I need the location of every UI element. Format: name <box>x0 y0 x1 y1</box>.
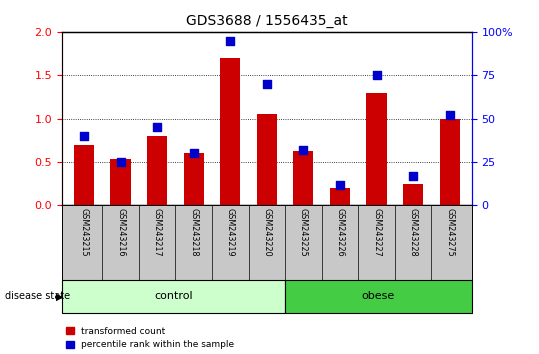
Text: disease state: disease state <box>5 291 71 302</box>
Text: GSM243215: GSM243215 <box>79 207 88 256</box>
Bar <box>293 151 314 205</box>
Text: GSM243275: GSM243275 <box>445 207 454 256</box>
Bar <box>367 93 386 205</box>
Text: GSM243227: GSM243227 <box>372 207 381 256</box>
Text: ▶: ▶ <box>56 291 64 302</box>
Text: GSM243220: GSM243220 <box>262 207 271 256</box>
Bar <box>147 136 167 205</box>
Text: GSM243218: GSM243218 <box>189 207 198 256</box>
Point <box>153 124 161 130</box>
Point <box>372 73 381 78</box>
Point <box>226 38 234 44</box>
Point <box>262 81 271 87</box>
FancyBboxPatch shape <box>62 280 285 313</box>
Bar <box>257 114 277 205</box>
Text: control: control <box>154 291 193 302</box>
Title: GDS3688 / 1556435_at: GDS3688 / 1556435_at <box>186 14 348 28</box>
Bar <box>74 144 94 205</box>
Point <box>299 147 308 153</box>
FancyBboxPatch shape <box>285 280 472 313</box>
Point <box>189 150 198 156</box>
Bar <box>110 159 130 205</box>
Bar <box>184 153 204 205</box>
Text: GSM243228: GSM243228 <box>409 207 418 256</box>
Text: obese: obese <box>362 291 395 302</box>
Point <box>80 133 88 139</box>
Text: GSM243226: GSM243226 <box>335 207 344 256</box>
Bar <box>440 119 460 205</box>
Point <box>445 112 454 118</box>
Text: GSM243225: GSM243225 <box>299 207 308 256</box>
Bar <box>220 58 240 205</box>
Point <box>336 182 344 187</box>
Point <box>116 159 125 165</box>
Text: GSM243217: GSM243217 <box>153 207 162 256</box>
Text: GSM243219: GSM243219 <box>226 207 234 256</box>
Point <box>409 173 417 179</box>
Bar <box>403 184 423 205</box>
Bar <box>330 188 350 205</box>
Text: GSM243216: GSM243216 <box>116 207 125 256</box>
Legend: transformed count, percentile rank within the sample: transformed count, percentile rank withi… <box>66 327 234 349</box>
